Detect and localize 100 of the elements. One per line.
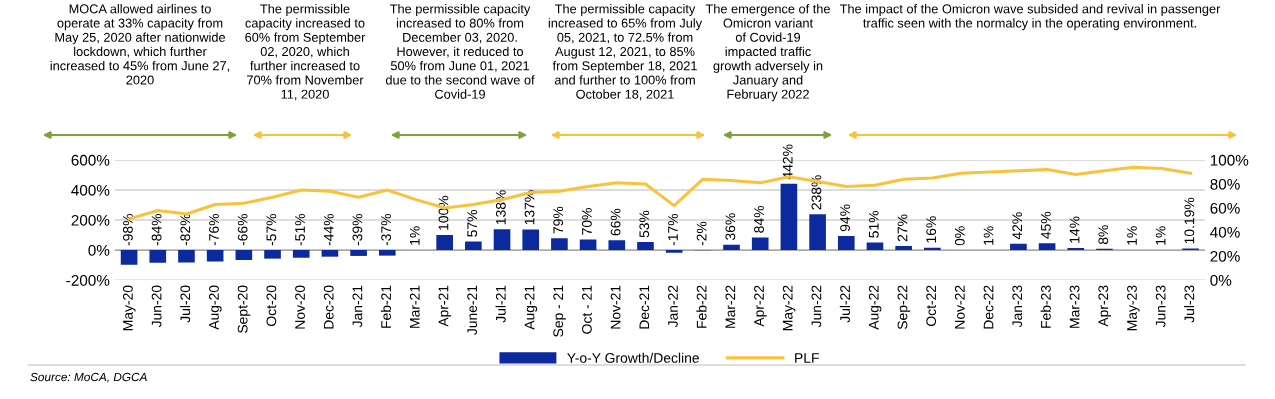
x-tick-label: Jan-21	[352, 285, 363, 328]
data-label: 238%	[811, 175, 822, 210]
bar	[292, 250, 310, 258]
x-tick-label: Aug-22	[868, 285, 882, 330]
text: The impact of the Omicron wave subsided and revival in passenger traffic seen with the normalcy in the operating environment.	[839, 4, 1221, 31]
x-tick-label: Feb-21	[380, 285, 392, 328]
bar	[895, 246, 912, 251]
legend-label: PLF	[795, 353, 819, 363]
bar	[465, 241, 482, 251]
y-tick-label: -200%	[66, 274, 110, 286]
x-tick-label: Jul-21	[495, 285, 506, 323]
text: The permissible capacity increased to 60% from September 02, 2020, which further increased to 70% from November 11, 2020	[245, 4, 366, 101]
x-tick-label: May-20	[122, 285, 136, 331]
bar	[235, 250, 253, 260]
data-label: 66%	[610, 208, 621, 236]
data-label: -84%	[151, 213, 162, 246]
x-tick-label: Mar-21	[409, 285, 420, 328]
data-label: 51%	[868, 210, 879, 238]
data-label: 27%	[897, 214, 908, 242]
bar	[637, 242, 654, 251]
text: The permissible capacity increased to 65% from July 05, 2021, to 72.5% from August 12, 2021, to 85% from September 18, 2021 and further to 100% from October 18, 2021	[548, 4, 703, 101]
data-label: -51%	[295, 213, 305, 246]
x-tick-label: Apr-23	[1098, 285, 1111, 327]
bar	[264, 250, 281, 259]
bar	[321, 250, 339, 257]
bar	[579, 239, 597, 251]
data-label: -2%	[696, 221, 707, 246]
x-tick-label: Jan-22	[668, 285, 678, 328]
bar	[1038, 243, 1056, 251]
x-tick-label: Jun-22	[811, 285, 822, 328]
data-label: 57%	[467, 210, 478, 237]
x-tick-label: Nov-22	[954, 285, 965, 329]
y2-tick-label: 100%	[1210, 154, 1249, 166]
bar	[866, 242, 884, 251]
x-tick-label: Apr-21	[438, 285, 452, 327]
x-tick-label: Oct - 21	[581, 285, 592, 334]
x-tick-label: Jul-20	[180, 285, 191, 323]
data-label: -82%	[180, 213, 191, 246]
x-tick-label: Jan-23	[1012, 285, 1023, 328]
bar	[751, 237, 769, 251]
bar	[837, 235, 855, 251]
bar	[809, 214, 826, 251]
data-label: -98%	[122, 213, 133, 246]
data-label: 0%	[954, 226, 965, 246]
bar	[120, 250, 138, 265]
x-tick-label: Aug-21	[524, 285, 538, 330]
x-tick-label: Jun-23	[1155, 285, 1166, 328]
data-label: -57%	[266, 213, 277, 246]
y-tick-label: 600%	[71, 154, 110, 166]
data-label: 442%	[782, 144, 793, 180]
y-tick-label: 400%	[71, 184, 110, 196]
source-note: Source: MoCA, DGCA	[30, 372, 147, 383]
text: The emergence of the Omicron variant of Covid-19 impacted traffic growth adversely in January and February 2022	[705, 4, 830, 102]
bar	[551, 238, 568, 251]
x-tick-label: Feb-23	[1040, 285, 1051, 328]
x-tick-label: Sept-20	[237, 285, 251, 333]
x-tick-label: Oct-22	[926, 285, 937, 326]
y-tick-label: 200%	[71, 214, 110, 226]
bar	[1010, 243, 1027, 251]
bar	[178, 250, 195, 263]
data-label: -76%	[209, 213, 219, 246]
bar	[665, 250, 683, 253]
data-label: 14%	[1069, 216, 1080, 243]
data-label: 8%	[1098, 225, 1109, 245]
x-tick-label: Jul-23	[1184, 285, 1195, 323]
x-tick-label: Dec-21	[639, 285, 650, 329]
data-label: 45%	[1041, 211, 1051, 239]
bar	[350, 250, 367, 256]
bar	[723, 244, 740, 251]
x-tick-label: Dec-22	[983, 285, 994, 329]
bar	[780, 183, 798, 251]
y-tick-label: 0%	[88, 244, 110, 256]
data-label: -44%	[323, 213, 334, 246]
bar	[378, 250, 396, 256]
x-tick-label: Oct-20	[266, 285, 277, 326]
bar	[1067, 247, 1085, 251]
text: MOCA allowed airlines to operate at 33% capacity from May 25, 2020 after nationwide lockdown, which further increased to 45% from June 27, 2020	[50, 4, 230, 85]
bar	[493, 229, 511, 251]
data-label: 84%	[754, 205, 764, 233]
bar	[608, 240, 626, 251]
legend-label: Y-o-Y Growth/Decline	[567, 352, 699, 363]
data-label: 1%	[983, 226, 994, 245]
x-tick-label: Dec-20	[323, 285, 334, 329]
y2-tick-label: 40%	[1210, 226, 1240, 238]
data-label: 16%	[926, 216, 937, 243]
data-label: -37%	[381, 213, 392, 246]
bar	[522, 229, 540, 251]
data-label: -39%	[352, 213, 363, 246]
text: The permissible capacity increased to 80% from December 03, 2020. However, it reduced to 50% from June 01, 2021 due to the second wave of Covid-19	[385, 4, 535, 99]
x-tick-label: June-21	[467, 285, 478, 335]
data-label: -66%	[237, 213, 248, 246]
data-label: 1%	[409, 226, 420, 245]
data-label: 70%	[581, 208, 592, 235]
data-label: 79%	[553, 206, 564, 234]
x-tick-label: May-23	[1127, 285, 1140, 331]
x-tick-label: May-22	[782, 285, 796, 331]
data-label: 1%	[1127, 226, 1137, 245]
x-tick-label: Mar-22	[725, 285, 736, 328]
x-tick-label: Jun-20	[151, 285, 162, 328]
data-label: -17%	[668, 213, 678, 246]
